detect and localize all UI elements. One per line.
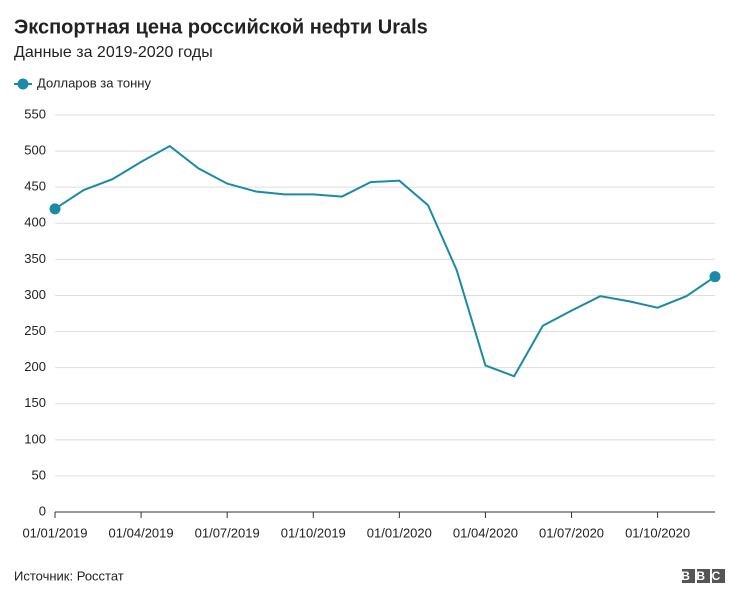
x-tick-label: 01/01/2020 xyxy=(367,525,432,540)
logo-box xyxy=(682,569,695,583)
y-tick-label: 150 xyxy=(24,395,46,410)
chart-title: Экспортная цена российской нефти Urals xyxy=(14,16,428,38)
y-tick-label: 50 xyxy=(32,467,46,482)
y-tick-label: 0 xyxy=(39,503,46,518)
x-tick-label: 01/04/2019 xyxy=(109,525,174,540)
y-tick-label: 300 xyxy=(24,287,46,302)
logo-text: BBC xyxy=(681,569,727,583)
x-tick-label: 01/04/2020 xyxy=(453,525,518,540)
end-point xyxy=(709,271,721,283)
source: Источник: Росстат xyxy=(14,568,124,583)
legend-marker xyxy=(17,78,29,90)
x-tick-label: 01/07/2019 xyxy=(195,525,260,540)
x-tick-label: 01/07/2020 xyxy=(539,525,604,540)
y-tick-label: 350 xyxy=(24,251,46,266)
data-line xyxy=(54,144,716,378)
y-tick-label: 200 xyxy=(24,359,46,374)
logo-box xyxy=(712,569,725,583)
y-tick-label: 500 xyxy=(24,143,46,158)
end-point xyxy=(49,203,61,215)
legend-label: Долларов за тонну xyxy=(37,75,151,90)
y-tick-label: 450 xyxy=(24,179,46,194)
y-tick-label: 550 xyxy=(24,106,46,121)
x-tick-label: 01/01/2019 xyxy=(22,525,87,540)
chart-subtitle: Данные за 2019-2020 годы xyxy=(14,44,213,61)
y-tick-label: 250 xyxy=(24,323,46,338)
y-tick-label: 400 xyxy=(24,215,46,230)
x-tick-label: 01/10/2019 xyxy=(281,525,346,540)
y-tick-label: 100 xyxy=(24,431,46,446)
logo-box xyxy=(697,569,710,583)
x-tick-label: 01/10/2020 xyxy=(625,525,690,540)
